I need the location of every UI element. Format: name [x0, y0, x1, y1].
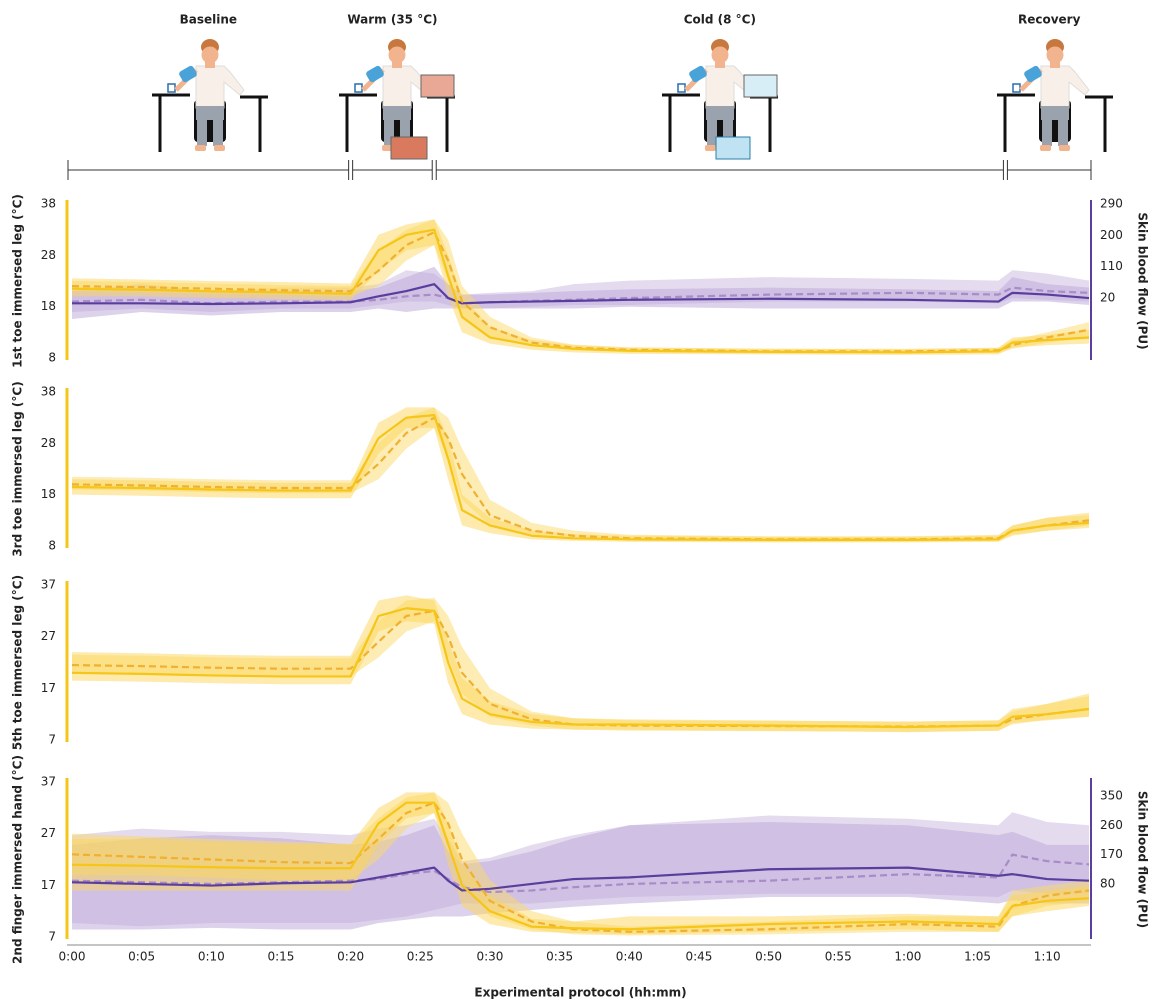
series-line: [72, 418, 1089, 540]
phase-label: Baseline: [180, 13, 237, 27]
x-tick-label: 0:25: [407, 950, 434, 964]
y-tick-label: 27: [41, 826, 56, 840]
y-axis-label: 1st toe immersed leg (°C): [11, 194, 25, 368]
y-tick-label: 7: [48, 930, 56, 944]
x-tick-label: 0:45: [685, 950, 712, 964]
x-tick-label: 0:00: [59, 950, 86, 964]
y-tick-label: 17: [41, 878, 56, 892]
y-tick-label: 8: [48, 539, 56, 553]
error-band: [72, 407, 1089, 542]
cold-bath-hand: [744, 75, 777, 97]
cold-bath-foot: [716, 137, 750, 159]
chart: Baseline Warm (35 °C) Cold (8 °C) Recovery 8…: [0, 0, 1158, 1003]
y-tick-label: 28: [41, 436, 56, 450]
x-tick-label: 0:30: [476, 950, 503, 964]
y2-tick-label: 290: [1100, 197, 1123, 211]
y2-tick-label: 260: [1100, 818, 1123, 832]
y-tick-label: 18: [41, 299, 56, 313]
y-tick-label: 17: [41, 681, 56, 695]
y-tick-label: 38: [41, 385, 56, 399]
participant-recovery: [997, 39, 1113, 152]
x-tick-label: 0:15: [267, 950, 294, 964]
y-axis-label: 5th toe immersed leg (°C): [11, 575, 25, 750]
x-tick-label: 0:20: [337, 950, 364, 964]
y2-tick-label: 110: [1100, 259, 1123, 273]
x-axis-label: Experimental protocol (hh:mm): [474, 986, 686, 1000]
y-tick-label: 37: [41, 775, 56, 789]
phase-label: Warm (35 °C): [347, 13, 437, 27]
y-tick-label: 18: [41, 487, 56, 501]
series-line: [72, 415, 1089, 540]
y2-tick-label: 200: [1100, 228, 1123, 242]
y2-tick-label: 170: [1100, 847, 1123, 861]
x-tick-label: 0:05: [128, 950, 155, 964]
x-tick-label: 1:10: [1034, 950, 1061, 964]
phase-label: Recovery: [1018, 13, 1081, 27]
error-band: [72, 407, 1089, 541]
x-tick-label: 1:05: [964, 950, 991, 964]
illustrations: [152, 39, 1113, 159]
x-tick-label: 0:50: [755, 950, 782, 964]
y2-axis-label: Skin blood flow (PU): [1136, 212, 1150, 349]
phase-label: Cold (8 °C): [684, 13, 756, 27]
y-tick-label: 7: [48, 733, 56, 747]
participant-baseline: [152, 39, 268, 152]
x-tick-label: 1:00: [894, 950, 921, 964]
x-tick-label: 0:35: [546, 950, 573, 964]
warm-bath-foot: [391, 137, 427, 159]
x-tick-label: 0:40: [616, 950, 643, 964]
error-band: [72, 595, 1089, 732]
y-tick-label: 38: [41, 197, 56, 211]
y-tick-label: 28: [41, 248, 56, 262]
y-tick-label: 8: [48, 351, 56, 365]
y-axis-label: 2nd finger immersed hand (°C): [11, 755, 25, 964]
y-axis-label: 3rd toe immersed leg (°C): [11, 381, 25, 556]
warm-bath-hand: [421, 75, 454, 97]
x-tick-label: 0:55: [825, 950, 852, 964]
y-tick-label: 37: [41, 578, 56, 592]
y2-tick-label: 80: [1100, 876, 1115, 890]
y-tick-label: 27: [41, 629, 56, 643]
x-tick-label: 0:10: [198, 950, 225, 964]
y2-tick-label: 350: [1100, 789, 1123, 803]
y2-axis-label: Skin blood flow (PU): [1136, 791, 1150, 928]
y2-tick-label: 20: [1100, 291, 1115, 305]
